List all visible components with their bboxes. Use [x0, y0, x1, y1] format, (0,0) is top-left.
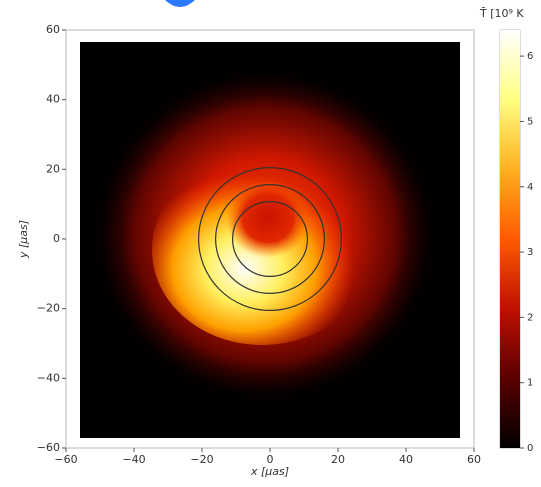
x-tick-label: 20	[331, 453, 345, 466]
x-tick-label: 40	[399, 453, 413, 466]
colorbar-tick-label: 0	[527, 443, 533, 454]
colorbar-tick-label: 5	[527, 116, 533, 127]
overlay-shape	[165, 0, 195, 7]
colorbar-tick-label: 2	[527, 312, 533, 323]
y-tick-label: 0	[53, 232, 60, 245]
chart: x [μas] y [μas] T̄ [10⁹ K −60−40−2002040…	[0, 0, 541, 487]
y-tick-label: −60	[37, 441, 60, 454]
y-tick-label: 60	[46, 23, 60, 36]
y-tick-label: −20	[37, 302, 60, 315]
colorbar-tick-label: 1	[527, 378, 533, 389]
x-tick-label: 60	[467, 453, 481, 466]
x-tick-label: 0	[267, 453, 274, 466]
x-tick-label: −40	[122, 453, 145, 466]
y-tick-label: 20	[46, 162, 60, 175]
colorbar	[500, 30, 520, 448]
colorbar-label: T̄ [10⁹ K	[479, 7, 524, 20]
colorbar-tick-label: 3	[527, 247, 533, 258]
y-tick-label: −40	[37, 371, 60, 384]
x-tick-label: −60	[54, 453, 77, 466]
y-axis-label: y [μas]	[17, 220, 30, 259]
x-tick-label: −20	[190, 453, 213, 466]
y-tick-label: 40	[46, 93, 60, 106]
colorbar-tick-label: 4	[527, 182, 533, 193]
x-axis-label: x [μas]	[250, 465, 289, 478]
colorbar-tick-label: 6	[527, 51, 533, 62]
